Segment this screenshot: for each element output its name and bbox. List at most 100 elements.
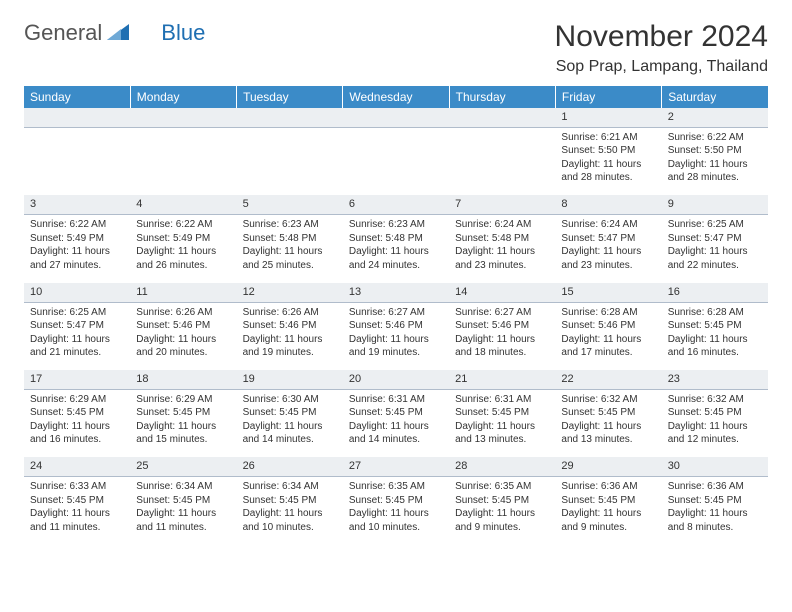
day-content-cell: Sunrise: 6:34 AMSunset: 5:45 PMDaylight:… xyxy=(237,477,343,545)
day-info-line: Sunrise: 6:27 AM xyxy=(349,306,443,320)
day-content-cell xyxy=(343,127,449,195)
weekday-header: Thursday xyxy=(449,86,555,108)
day-info-line: Sunrise: 6:36 AM xyxy=(561,480,655,494)
day-info-line: Daylight: 11 hours and 13 minutes. xyxy=(561,420,655,447)
day-info-line: Sunrise: 6:34 AM xyxy=(243,480,337,494)
day-number-cell: 30 xyxy=(662,457,768,476)
day-content-cell: Sunrise: 6:24 AMSunset: 5:48 PMDaylight:… xyxy=(449,215,555,283)
day-number-cell: 2 xyxy=(662,108,768,127)
day-info-line: Daylight: 11 hours and 19 minutes. xyxy=(243,333,337,360)
day-content-cell: Sunrise: 6:27 AMSunset: 5:46 PMDaylight:… xyxy=(343,302,449,370)
day-number-row: 12 xyxy=(24,108,768,127)
day-info-line: Sunset: 5:45 PM xyxy=(668,494,762,508)
day-info-line: Sunrise: 6:31 AM xyxy=(455,393,549,407)
day-info-line: Daylight: 11 hours and 24 minutes. xyxy=(349,245,443,272)
day-number-cell: 12 xyxy=(237,283,343,302)
day-content-cell: Sunrise: 6:32 AMSunset: 5:45 PMDaylight:… xyxy=(555,389,661,457)
day-number-row: 24252627282930 xyxy=(24,457,768,476)
day-content-cell: Sunrise: 6:25 AMSunset: 5:47 PMDaylight:… xyxy=(662,215,768,283)
day-info-line: Daylight: 11 hours and 19 minutes. xyxy=(349,333,443,360)
day-number-cell: 15 xyxy=(555,283,661,302)
day-number-cell: 25 xyxy=(130,457,236,476)
day-info-line: Sunset: 5:49 PM xyxy=(136,232,230,246)
day-info-line: Daylight: 11 hours and 13 minutes. xyxy=(455,420,549,447)
day-info-line: Sunrise: 6:22 AM xyxy=(668,131,762,145)
location-text: Sop Prap, Lampang, Thailand xyxy=(555,58,768,76)
day-info-line: Daylight: 11 hours and 28 minutes. xyxy=(668,158,762,185)
day-info-line: Sunset: 5:48 PM xyxy=(243,232,337,246)
day-content-cell: Sunrise: 6:33 AMSunset: 5:45 PMDaylight:… xyxy=(24,477,130,545)
day-info-line: Sunset: 5:45 PM xyxy=(243,494,337,508)
day-content-row: Sunrise: 6:29 AMSunset: 5:45 PMDaylight:… xyxy=(24,389,768,457)
day-info-line: Sunset: 5:46 PM xyxy=(561,319,655,333)
day-info-line: Sunrise: 6:29 AM xyxy=(30,393,124,407)
day-content-cell xyxy=(237,127,343,195)
day-info-line: Sunrise: 6:35 AM xyxy=(455,480,549,494)
day-info-line: Daylight: 11 hours and 15 minutes. xyxy=(136,420,230,447)
day-content-cell: Sunrise: 6:23 AMSunset: 5:48 PMDaylight:… xyxy=(343,215,449,283)
day-content-cell: Sunrise: 6:36 AMSunset: 5:45 PMDaylight:… xyxy=(662,477,768,545)
day-info-line: Daylight: 11 hours and 9 minutes. xyxy=(455,507,549,534)
day-content-cell: Sunrise: 6:29 AMSunset: 5:45 PMDaylight:… xyxy=(130,389,236,457)
day-number-cell: 9 xyxy=(662,195,768,214)
day-info-line: Daylight: 11 hours and 12 minutes. xyxy=(668,420,762,447)
day-info-line: Sunset: 5:45 PM xyxy=(668,406,762,420)
day-content-cell: Sunrise: 6:35 AMSunset: 5:45 PMDaylight:… xyxy=(343,477,449,545)
day-info-line: Sunset: 5:46 PM xyxy=(349,319,443,333)
weekday-header-row: Sunday Monday Tuesday Wednesday Thursday… xyxy=(24,86,768,108)
day-content-row: Sunrise: 6:25 AMSunset: 5:47 PMDaylight:… xyxy=(24,302,768,370)
day-info-line: Sunrise: 6:22 AM xyxy=(30,218,124,232)
day-content-cell: Sunrise: 6:22 AMSunset: 5:50 PMDaylight:… xyxy=(662,127,768,195)
day-content-cell: Sunrise: 6:22 AMSunset: 5:49 PMDaylight:… xyxy=(130,215,236,283)
day-info-line: Sunrise: 6:23 AM xyxy=(349,218,443,232)
day-info-line: Sunset: 5:45 PM xyxy=(561,406,655,420)
day-info-line: Daylight: 11 hours and 26 minutes. xyxy=(136,245,230,272)
day-number-cell: 8 xyxy=(555,195,661,214)
day-info-line: Sunrise: 6:24 AM xyxy=(561,218,655,232)
day-number-cell: 27 xyxy=(343,457,449,476)
day-content-cell: Sunrise: 6:31 AMSunset: 5:45 PMDaylight:… xyxy=(449,389,555,457)
logo-triangle-icon xyxy=(107,20,129,46)
day-info-line: Daylight: 11 hours and 10 minutes. xyxy=(243,507,337,534)
day-content-cell: Sunrise: 6:22 AMSunset: 5:49 PMDaylight:… xyxy=(24,215,130,283)
day-info-line: Daylight: 11 hours and 28 minutes. xyxy=(561,158,655,185)
day-info-line: Daylight: 11 hours and 11 minutes. xyxy=(136,507,230,534)
calendar-table: Sunday Monday Tuesday Wednesday Thursday… xyxy=(24,86,768,545)
day-number-row: 10111213141516 xyxy=(24,283,768,302)
logo-text-general: General xyxy=(24,20,102,46)
day-info-line: Sunset: 5:45 PM xyxy=(455,406,549,420)
day-info-line: Sunrise: 6:34 AM xyxy=(136,480,230,494)
day-content-cell: Sunrise: 6:35 AMSunset: 5:45 PMDaylight:… xyxy=(449,477,555,545)
day-info-line: Sunset: 5:49 PM xyxy=(30,232,124,246)
day-number-cell: 18 xyxy=(130,370,236,389)
day-number-cell: 20 xyxy=(343,370,449,389)
day-info-line: Sunset: 5:47 PM xyxy=(30,319,124,333)
day-info-line: Sunset: 5:46 PM xyxy=(136,319,230,333)
day-number-cell: 7 xyxy=(449,195,555,214)
day-info-line: Daylight: 11 hours and 14 minutes. xyxy=(243,420,337,447)
day-number-cell xyxy=(449,108,555,127)
day-info-line: Sunset: 5:45 PM xyxy=(136,406,230,420)
day-info-line: Daylight: 11 hours and 9 minutes. xyxy=(561,507,655,534)
day-info-line: Sunset: 5:45 PM xyxy=(561,494,655,508)
day-number-cell: 26 xyxy=(237,457,343,476)
day-info-line: Sunset: 5:46 PM xyxy=(455,319,549,333)
day-number-cell: 28 xyxy=(449,457,555,476)
day-info-line: Sunset: 5:45 PM xyxy=(30,494,124,508)
day-info-line: Daylight: 11 hours and 14 minutes. xyxy=(349,420,443,447)
day-number-cell: 14 xyxy=(449,283,555,302)
day-content-cell: Sunrise: 6:28 AMSunset: 5:46 PMDaylight:… xyxy=(555,302,661,370)
day-info-line: Sunrise: 6:26 AM xyxy=(136,306,230,320)
day-content-row: Sunrise: 6:33 AMSunset: 5:45 PMDaylight:… xyxy=(24,477,768,545)
day-content-cell: Sunrise: 6:26 AMSunset: 5:46 PMDaylight:… xyxy=(130,302,236,370)
day-content-cell: Sunrise: 6:23 AMSunset: 5:48 PMDaylight:… xyxy=(237,215,343,283)
day-number-cell xyxy=(343,108,449,127)
day-info-line: Sunrise: 6:28 AM xyxy=(668,306,762,320)
day-content-cell xyxy=(24,127,130,195)
day-info-line: Daylight: 11 hours and 16 minutes. xyxy=(30,420,124,447)
day-info-line: Daylight: 11 hours and 11 minutes. xyxy=(30,507,124,534)
day-number-row: 17181920212223 xyxy=(24,370,768,389)
day-info-line: Sunrise: 6:32 AM xyxy=(561,393,655,407)
day-content-cell: Sunrise: 6:31 AMSunset: 5:45 PMDaylight:… xyxy=(343,389,449,457)
day-info-line: Sunset: 5:50 PM xyxy=(668,144,762,158)
